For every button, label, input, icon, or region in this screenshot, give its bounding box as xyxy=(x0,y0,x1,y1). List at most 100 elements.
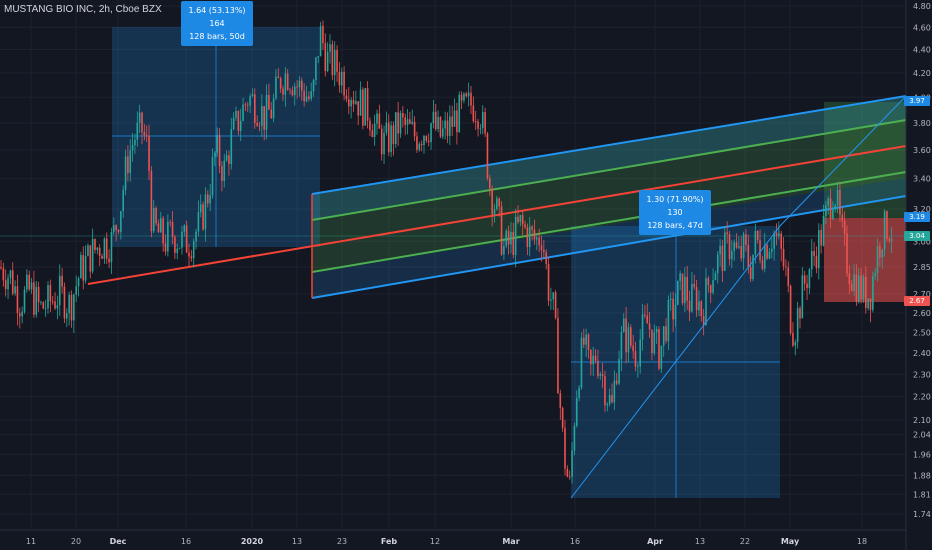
candle-down xyxy=(61,275,63,287)
candle-up xyxy=(124,156,127,190)
candle-up xyxy=(333,49,336,76)
candle-down xyxy=(775,232,778,237)
candle-down xyxy=(392,125,395,144)
candle-down xyxy=(446,120,449,136)
candle-up xyxy=(853,274,855,291)
candle-down xyxy=(538,237,540,246)
candle-up xyxy=(639,339,641,367)
candle-up xyxy=(714,273,717,281)
candle-up xyxy=(752,254,754,280)
candle-down xyxy=(427,140,430,143)
candle-down xyxy=(371,130,374,137)
candle-up xyxy=(754,231,757,255)
candle-up xyxy=(136,122,139,140)
candle-up xyxy=(432,111,435,124)
y-tick-label: 2.85 xyxy=(913,263,931,272)
candle-down xyxy=(345,95,348,100)
candle-down xyxy=(879,246,881,258)
time-axis: 11 20 Dec 16 2020 13 23 Feb 12 Mar 16 Apr 13 22 May 18 xyxy=(0,529,906,546)
candle-down xyxy=(820,229,822,246)
x-tick-label: May xyxy=(781,537,800,546)
candle-down xyxy=(489,178,491,189)
candle-down xyxy=(498,198,500,207)
y-tick-label: 4.40 xyxy=(913,46,931,55)
candle-down xyxy=(378,113,381,129)
candle-up xyxy=(571,450,573,477)
candle-down xyxy=(413,121,416,137)
candle-down xyxy=(98,247,101,256)
y-tick-label: 2.70 xyxy=(913,290,931,299)
candle-down xyxy=(331,44,334,76)
candle-up xyxy=(778,233,780,237)
candle-up xyxy=(660,345,663,369)
candle-up xyxy=(73,294,75,321)
candle-down xyxy=(740,246,743,259)
candle-up xyxy=(698,301,700,311)
candle-up xyxy=(794,342,797,346)
candle-up xyxy=(575,397,578,426)
candle-down xyxy=(108,258,110,263)
candle-down xyxy=(296,86,298,88)
candle-up xyxy=(832,209,834,219)
candle-down xyxy=(171,222,174,237)
candle-up xyxy=(399,113,402,134)
candle-up xyxy=(653,332,656,354)
candle-down xyxy=(782,248,785,267)
candle-down xyxy=(185,225,188,253)
candle-up xyxy=(738,246,740,248)
measure-label-1[interactable]: 1.64 (53.13%) 164 128 bars, 50d xyxy=(181,1,253,46)
candle-up xyxy=(340,71,343,86)
candle-down xyxy=(244,104,247,106)
candle-down xyxy=(630,327,632,346)
y-tick-label: 2.50 xyxy=(913,329,931,338)
x-tick-label: Dec xyxy=(110,537,127,546)
candle-down xyxy=(94,239,96,250)
candle-up xyxy=(40,302,42,304)
candle-down xyxy=(282,88,284,95)
y-tick-label: 2.10 xyxy=(913,416,931,425)
x-tick-label: 20 xyxy=(71,537,81,546)
candle-down xyxy=(289,89,291,91)
candle-down xyxy=(366,88,369,121)
candle-down xyxy=(409,119,411,124)
y-tick-label: 3.20 xyxy=(913,205,931,214)
candle-up xyxy=(719,245,721,255)
candle-down xyxy=(646,315,649,324)
candle-down xyxy=(735,242,738,248)
candle-up xyxy=(192,241,195,259)
candle-down xyxy=(517,216,519,222)
candle-down xyxy=(688,300,691,312)
candle-up xyxy=(284,73,287,95)
candle-down xyxy=(597,360,599,376)
x-tick-label: 16 xyxy=(570,537,580,546)
y-tick-label: 2.20 xyxy=(913,393,931,402)
candle-up xyxy=(585,334,587,345)
candle-down xyxy=(860,275,862,300)
candle-up xyxy=(834,205,837,210)
candle-up xyxy=(385,122,388,133)
candle-up xyxy=(796,308,799,343)
candle-down xyxy=(590,349,592,365)
candle-down xyxy=(625,318,627,353)
candle-down xyxy=(787,267,790,286)
candle-down xyxy=(634,351,637,367)
candle-down xyxy=(545,252,547,264)
candle-down xyxy=(850,283,853,291)
candle-up xyxy=(883,211,886,250)
candle-down xyxy=(566,468,569,477)
measure-label-2[interactable]: 1.30 (71.90%) 130 128 bars, 47d xyxy=(639,190,711,235)
candle-up xyxy=(80,255,82,279)
x-tick-label: 22 xyxy=(740,537,750,546)
candle-up xyxy=(552,292,555,300)
candle-up xyxy=(84,256,87,281)
channel-upper-mid-line xyxy=(311,119,907,221)
candle-down xyxy=(51,301,54,303)
candle-down xyxy=(841,214,844,221)
y-tick-label: 2.30 xyxy=(913,370,931,379)
candle-up xyxy=(47,285,49,309)
candle-up xyxy=(232,117,235,130)
candle-up xyxy=(214,152,216,158)
candle-down xyxy=(568,476,571,478)
